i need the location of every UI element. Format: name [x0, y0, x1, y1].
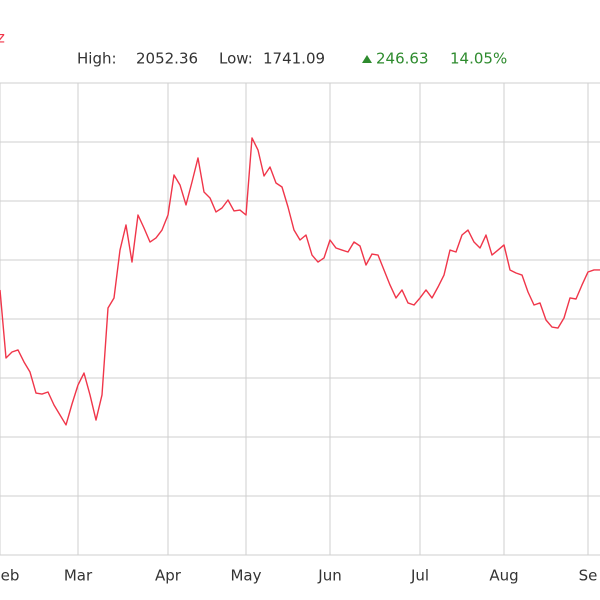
x-tick-label: eb	[1, 567, 20, 585]
change-percent: 14.05%	[450, 50, 507, 68]
low-value: 1741.09	[263, 50, 325, 68]
x-tick-label: Aug	[489, 567, 518, 585]
high-label: High:	[77, 50, 117, 68]
x-tick-label: Jul	[410, 567, 429, 585]
x-tick-label: Jun	[317, 567, 341, 585]
x-tick-label: Mar	[64, 567, 93, 585]
x-tick-label: Se	[579, 567, 598, 585]
x-tick-label: May	[230, 567, 261, 585]
low-label: Low:	[219, 50, 253, 68]
up-arrow	[362, 55, 372, 63]
x-tick-label: Apr	[155, 567, 182, 585]
price-line	[0, 137, 600, 426]
change-value: 246.63	[376, 50, 429, 68]
high-value: 2052.36	[136, 50, 198, 68]
title-fragment: z	[0, 29, 5, 47]
